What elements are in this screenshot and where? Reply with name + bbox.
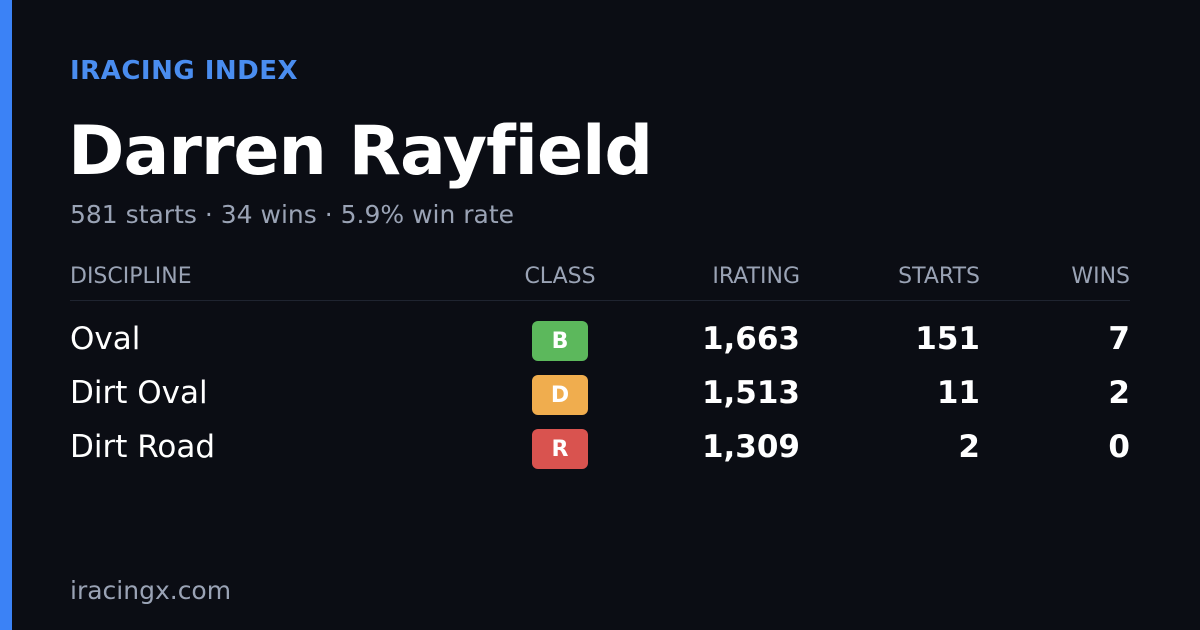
wins-cell: 2 <box>1108 375 1130 411</box>
brand: IRACING INDEX <box>70 56 299 86</box>
irating-cell: 1,663 <box>701 321 800 357</box>
driver-name: Darren Rayfield <box>68 112 653 191</box>
accent-bar <box>0 0 12 630</box>
column-header: IRATING <box>712 264 800 289</box>
irating-cell: 1,309 <box>701 429 800 465</box>
footer: iracingx.com <box>70 576 232 605</box>
column-header: STARTS <box>898 264 980 289</box>
starts-cell: 11 <box>936 375 980 411</box>
summary: 581 starts · 34 wins · 5.9% win rate <box>70 200 515 229</box>
column-header: CLASS <box>524 264 596 289</box>
class-badge: R <box>532 429 588 469</box>
wins-cell: 0 <box>1108 429 1130 465</box>
irating-cell: 1,513 <box>701 375 800 411</box>
column-header: DISCIPLINE <box>70 264 192 289</box>
class-badge: D <box>532 375 588 415</box>
column-header: WINS <box>1071 264 1130 289</box>
wins-cell: 7 <box>1108 321 1130 357</box>
discipline-cell: Oval <box>70 321 141 357</box>
discipline-cell: Dirt Road <box>70 429 216 465</box>
starts-cell: 2 <box>958 429 980 465</box>
starts-cell: 151 <box>915 321 980 357</box>
discipline-cell: Dirt Oval <box>70 375 208 411</box>
header-rule <box>70 300 1130 301</box>
class-badge: B <box>532 321 588 361</box>
